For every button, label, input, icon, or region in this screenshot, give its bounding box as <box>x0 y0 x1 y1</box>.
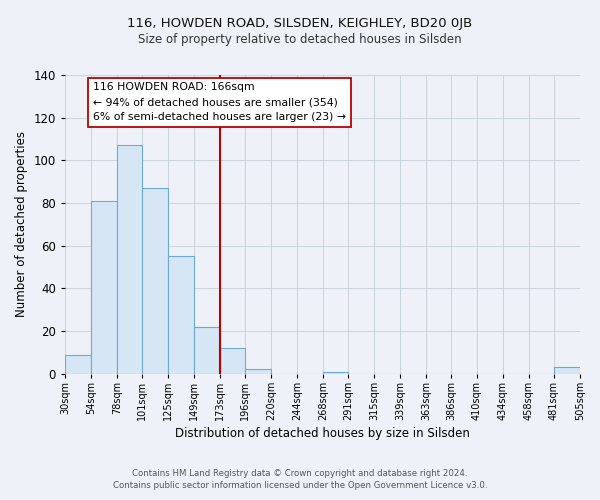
Bar <box>168 256 194 374</box>
Text: Contains HM Land Registry data © Crown copyright and database right 2024.: Contains HM Land Registry data © Crown c… <box>132 468 468 477</box>
Text: Size of property relative to detached houses in Silsden: Size of property relative to detached ho… <box>138 32 462 46</box>
Bar <box>245 370 271 374</box>
Bar <box>117 146 142 374</box>
Text: 116, HOWDEN ROAD, SILSDEN, KEIGHLEY, BD20 0JB: 116, HOWDEN ROAD, SILSDEN, KEIGHLEY, BD2… <box>127 18 473 30</box>
Bar <box>554 368 580 374</box>
X-axis label: Distribution of detached houses by size in Silsden: Distribution of detached houses by size … <box>175 427 470 440</box>
Text: Contains public sector information licensed under the Open Government Licence v3: Contains public sector information licen… <box>113 481 487 490</box>
Bar <box>323 372 348 374</box>
Bar <box>220 348 245 374</box>
Bar <box>65 354 91 374</box>
Y-axis label: Number of detached properties: Number of detached properties <box>15 132 28 318</box>
Bar <box>142 188 168 374</box>
Bar <box>91 201 117 374</box>
Text: 116 HOWDEN ROAD: 166sqm
← 94% of detached houses are smaller (354)
6% of semi-de: 116 HOWDEN ROAD: 166sqm ← 94% of detache… <box>93 82 346 122</box>
Bar <box>194 327 220 374</box>
